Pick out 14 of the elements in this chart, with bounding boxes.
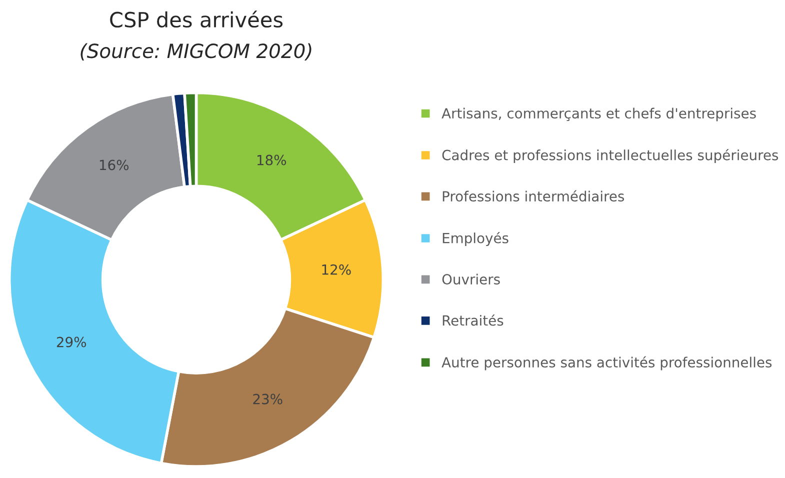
chart-title: CSP des arrivées — [110, 10, 283, 28]
data-label: 18% — [257, 154, 286, 166]
data-label: 23% — [253, 394, 282, 404]
legend-label: Cadres et professions intellectuelles supérieures — [442, 149, 778, 164]
legend-label: Retraités — [442, 314, 504, 326]
data-label: 29% — [56, 336, 86, 348]
data-label: 16% — [100, 160, 129, 170]
legend-label: Autre personnes sans activités professionnelles — [442, 356, 772, 370]
legend-label: Professions intermédiaires — [442, 190, 624, 202]
legend-label: Employés — [442, 232, 508, 246]
data-label: 12% — [322, 264, 351, 275]
chart-subtitle: (Source: MIGCOM 2020) — [80, 43, 312, 61]
legend-label: Ouvriers — [442, 274, 500, 285]
legend-label: Artisans, commerçants et chefs d'entreprises — [442, 108, 756, 122]
